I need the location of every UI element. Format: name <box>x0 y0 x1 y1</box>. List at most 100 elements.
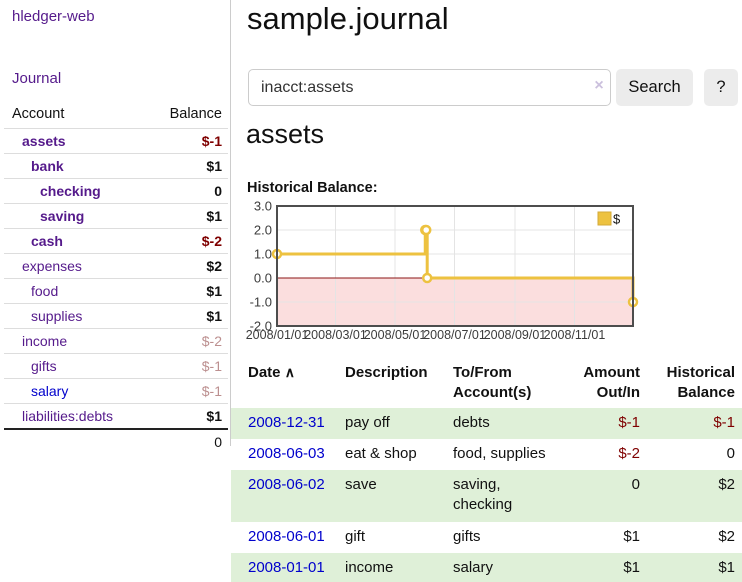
account-balance: 0 <box>149 178 228 204</box>
account-row-checking: checking 0 <box>4 178 228 204</box>
svg-text:2008/05/01: 2008/05/01 <box>364 328 427 342</box>
help-button[interactable]: ? <box>704 69 738 106</box>
account-balance: $-2 <box>149 228 228 254</box>
register-row: 2008-12-31 pay off debts $-1 $-1 <box>231 407 742 439</box>
page-title: sample.journal <box>247 1 449 36</box>
brand-link[interactable]: hledger-web <box>12 8 95 25</box>
accounts-header-row: Account Balance <box>4 101 228 129</box>
account-balance: $1 <box>149 278 228 304</box>
account-balance: $1 <box>149 303 228 329</box>
transaction-balance: $2 <box>718 527 735 545</box>
account-row-assets: assets $-1 <box>4 128 228 154</box>
account-balance: $-1 <box>149 378 228 404</box>
account-row-liabilities-debts: liabilities:debts $1 <box>4 403 228 429</box>
svg-text:-2.0: -2.0 <box>250 319 272 334</box>
account-link-liabilities-debts[interactable]: liabilities:debts <box>22 408 114 424</box>
account-link-gifts[interactable]: gifts <box>31 358 57 374</box>
transaction-date-link[interactable]: 2008-06-03 <box>248 444 325 462</box>
svg-text:2008/09/01: 2008/09/01 <box>484 328 547 342</box>
svg-text:2008/07/01: 2008/07/01 <box>423 328 486 342</box>
account-row-saving: saving $1 <box>4 203 228 229</box>
account-link-bank[interactable]: bank <box>31 158 64 174</box>
account-balance: $1 <box>149 403 228 429</box>
account-row-supplies: supplies $1 <box>4 303 228 329</box>
account-link-checking[interactable]: checking <box>40 183 101 199</box>
account-row-food: food $1 <box>4 278 228 304</box>
transaction-balance: $-1 <box>713 413 735 431</box>
svg-text:2008/11/01: 2008/11/01 <box>544 328 606 342</box>
register-row: 2008-01-01 income salary $1 $1 <box>231 552 742 582</box>
account-link-expenses[interactable]: expenses <box>22 258 82 274</box>
transaction-amount: $-1 <box>618 413 640 431</box>
accounts-total-row: 0 <box>4 428 228 454</box>
legend-swatch <box>597 211 612 226</box>
transaction-description: pay off <box>345 413 390 431</box>
historical-balance-chart: 2008/01/012008/03/012008/05/012008/07/01… <box>246 200 639 342</box>
register-row: 2008-06-03 eat & shop food, supplies $-2… <box>231 439 742 470</box>
search-button[interactable]: Search <box>616 69 693 106</box>
transaction-amount: $1 <box>623 527 640 545</box>
register-header-amount: Amount Out/In <box>583 364 640 402</box>
transaction-description: gift <box>345 527 366 545</box>
svg-text:3.0: 3.0 <box>254 200 272 214</box>
account-balance: $-1 <box>149 128 228 154</box>
svg-text:1.0: 1.0 <box>254 247 272 262</box>
account-balance: $-2 <box>149 328 228 354</box>
register-header-description: Description <box>345 364 428 381</box>
svg-text:2008/03/01: 2008/03/01 <box>304 328 367 342</box>
account-row-bank: bank $1 <box>4 153 228 179</box>
accounts-header-account: Account <box>12 106 65 122</box>
svg-text:2.0: 2.0 <box>254 223 272 238</box>
account-link-saving[interactable]: saving <box>40 208 85 224</box>
transaction-date-link[interactable]: 2008-12-31 <box>248 413 325 431</box>
transaction-balance: 0 <box>726 444 735 462</box>
transaction-balance: $2 <box>718 476 735 493</box>
chart-title: Historical Balance: <box>247 180 378 196</box>
account-link-supplies[interactable]: supplies <box>31 308 83 324</box>
accounts-header-balance: Balance <box>169 106 222 122</box>
account-link-income[interactable]: income <box>22 333 68 349</box>
account-link-assets[interactable]: assets <box>22 133 66 149</box>
sort-ascending-icon: ∧ <box>284 364 295 380</box>
search-input[interactable] <box>248 69 611 106</box>
transaction-description: save <box>345 476 377 493</box>
svg-text:0.0: 0.0 <box>254 271 272 286</box>
register-table: Date ∧ Description To/From Account(s) Am… <box>231 359 742 582</box>
account-link-cash[interactable]: cash <box>31 233 63 249</box>
transaction-description: income <box>345 558 394 576</box>
transaction-accounts: debts <box>453 413 490 431</box>
transaction-accounts: saving, checking <box>453 476 513 514</box>
account-row-gifts: gifts $-1 <box>4 353 228 379</box>
legend-label: $ <box>613 212 621 227</box>
accounts-total-value: 0 <box>149 428 228 454</box>
transaction-balance: $1 <box>718 558 735 576</box>
transaction-accounts: salary <box>453 558 494 576</box>
transaction-date-link[interactable]: 2008-06-01 <box>248 527 325 545</box>
account-row-income: income $-2 <box>4 328 228 354</box>
transaction-date-link[interactable]: 2008-06-02 <box>248 476 325 493</box>
transaction-amount: 0 <box>631 476 640 493</box>
sidebar-item-journal[interactable]: Journal <box>12 70 62 87</box>
account-balance: $-1 <box>149 353 228 379</box>
transaction-amount: $-2 <box>618 444 640 462</box>
account-link-food[interactable]: food <box>31 283 59 299</box>
clear-search-icon[interactable]: × <box>594 77 604 94</box>
account-heading: assets <box>246 119 325 149</box>
transaction-accounts: food, supplies <box>453 444 546 462</box>
account-row-expenses: expenses $2 <box>4 253 228 279</box>
svg-text:-1.0: -1.0 <box>250 295 272 310</box>
transaction-date-link[interactable]: 2008-01-01 <box>248 558 325 576</box>
register-header-account: To/From Account(s) <box>453 364 532 402</box>
register-row: 2008-06-01 gift gifts $1 $2 <box>231 522 742 553</box>
register-header-date[interactable]: Date ∧ <box>248 364 295 381</box>
register-header-row: Date ∧ Description To/From Account(s) Am… <box>231 359 742 408</box>
transaction-amount: $1 <box>623 558 640 576</box>
account-link-salary[interactable]: salary <box>31 383 69 399</box>
transaction-accounts: gifts <box>453 527 481 545</box>
register-header-balance: Historical Balance <box>666 364 735 402</box>
account-row-salary: salary $-1 <box>4 378 228 404</box>
account-row-cash: cash $-2 <box>4 228 228 254</box>
account-balance: $2 <box>149 253 228 279</box>
register-row: 2008-06-02 save saving, checking 0 $2 <box>231 470 742 522</box>
accounts-table: Account Balance assets $-1 bank $1 check… <box>4 101 228 454</box>
